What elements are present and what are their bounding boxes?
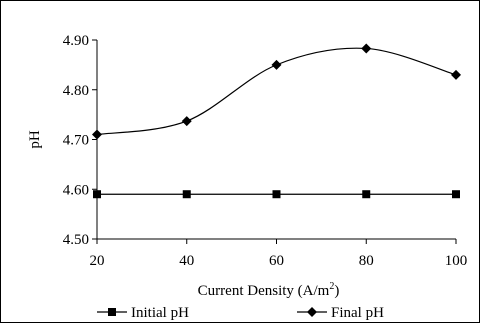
y-tick-label: 4.50 (63, 232, 89, 248)
data-point-marker (272, 190, 281, 199)
x-tick-label: 80 (359, 253, 374, 269)
x-tick-label: 100 (445, 253, 468, 269)
y-tick-label: 4.90 (63, 33, 89, 49)
y-axis-label: pH (27, 130, 43, 149)
x-tick-label: 20 (90, 253, 105, 269)
series-final-ph (92, 43, 461, 140)
series-layer (92, 43, 461, 199)
data-point-marker (182, 190, 191, 199)
data-point-marker (362, 190, 371, 199)
x-axis-label-close: ) (334, 283, 339, 299)
legend-marker (307, 307, 317, 317)
legend-label: Final pH (331, 305, 384, 321)
x-tick-labels: 20 40 60 80 100 (90, 239, 468, 269)
x-tick-label: 60 (269, 253, 284, 269)
legend-item: Final pH (297, 305, 384, 321)
legend-label: Initial pH (131, 305, 189, 321)
data-point-marker (361, 43, 372, 54)
data-point-marker (181, 116, 192, 127)
legend-marker (108, 308, 116, 316)
data-point-marker (271, 59, 282, 70)
series-initial-ph (93, 190, 460, 199)
y-tick-label: 4.70 (63, 133, 89, 149)
y-tick-label: 4.80 (63, 83, 89, 99)
y-tick-label: 4.60 (63, 182, 89, 198)
data-point-marker (92, 129, 102, 140)
x-axis-label-superscript: 2 (329, 281, 334, 292)
x-tick-label: 40 (179, 253, 194, 269)
legend: Initial pH Final pH (97, 305, 384, 321)
y-tick-labels: 4.50 4.60 4.70 4.80 4.90 (63, 33, 97, 248)
data-point-marker (93, 190, 101, 199)
legend-item: Initial pH (97, 305, 189, 321)
data-point-marker (452, 190, 460, 199)
data-point-marker (451, 69, 461, 80)
x-axis-label: Current Density (A/m2) (198, 281, 340, 299)
x-axis-label-main: Current Density (A/m (198, 283, 330, 299)
